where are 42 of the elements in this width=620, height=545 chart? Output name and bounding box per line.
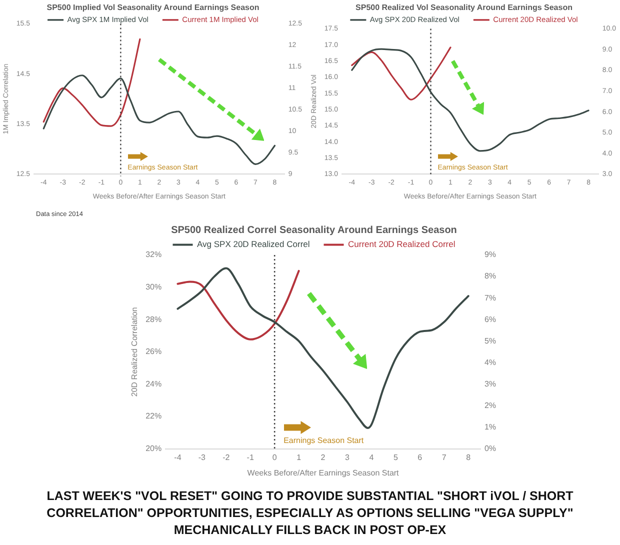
x-tick-label: 3 — [345, 452, 350, 462]
y2-tick-label: 9% — [484, 250, 496, 260]
y2-tick-label: 1% — [484, 422, 496, 432]
x-tick-label: 4 — [369, 452, 374, 462]
y-tick-label: 28% — [146, 314, 162, 324]
line-series — [351, 46, 452, 100]
x-tick-label: 5 — [393, 452, 398, 462]
legend-label: Avg SPX 20D Realized Correl — [197, 239, 310, 250]
line-series — [42, 38, 141, 127]
line-series — [176, 270, 300, 340]
x-tick-label: 1 — [296, 452, 302, 462]
y-axis-title: 20D Realized Correlation — [130, 307, 140, 397]
y2-tick-label: 7% — [484, 293, 496, 302]
y2-tick-label: 8% — [484, 272, 496, 281]
y-tick-label: 26% — [146, 347, 162, 356]
x-tick-label: 0 — [272, 452, 278, 462]
x-tick-label: 6 — [418, 452, 423, 462]
y-tick-label: 22% — [146, 412, 162, 421]
chart-title: SP500 Realized Correl Seasonality Around Earnings Season — [171, 224, 457, 236]
x-tick-label: -3 — [198, 452, 206, 462]
x-axis-title: Weeks Before/After Earnings Season Start — [247, 468, 400, 478]
y2-tick-label: 6% — [484, 314, 496, 324]
ref-line-label: Earnings Season Start — [284, 436, 364, 446]
y2-tick-label: 4% — [484, 358, 496, 367]
x-tick-label: -2 — [222, 452, 230, 462]
y-tick-label: 32% — [146, 250, 162, 260]
y-tick-label: 30% — [146, 282, 162, 292]
y-tick-label: 20% — [146, 444, 162, 454]
chart-title: SP500 Implied Vol Seasonality Around Earnings Season — [46, 3, 260, 12]
x-tick-label: 8 — [466, 452, 472, 462]
y2-tick-label: 3% — [484, 379, 496, 388]
x-tick-label: -4 — [174, 452, 182, 462]
x-tick-label: 7 — [442, 452, 447, 462]
text: LAST WEEK'S "VOL RESET" GOING TO PROVIDE SUBSTANTIAL "SHORT iVOL / SHORT CORRELATION" OPPORTUNITIES, ESPECIALLY AS OPTIONS SELLING "VEGA SUPPLY" MECHANICALLY FILLS BACK IN POST OP-EX — [46, 488, 574, 539]
legend-label: Current 20D Realized Correl — [348, 239, 456, 250]
chart-title: SP500 Realized Vol Seasonality Around Earnings Season — [356, 3, 573, 12]
y-tick-label: 24% — [146, 379, 162, 388]
x-tick-label: 2 — [320, 452, 326, 462]
y2-tick-label: 5% — [484, 336, 496, 346]
y2-tick-label: 2% — [484, 400, 496, 410]
x-tick-label: -1 — [246, 452, 254, 462]
y2-tick-label: 0% — [484, 444, 496, 454]
